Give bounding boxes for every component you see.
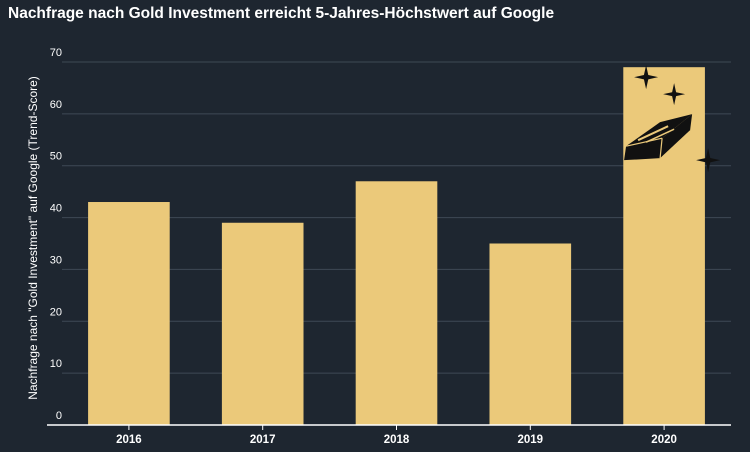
y-tick-label: 60 — [50, 99, 62, 111]
y-tick-label: 70 — [50, 47, 62, 59]
ingot-edge — [659, 138, 663, 159]
ingot-front — [624, 138, 663, 161]
y-tick-label: 20 — [50, 306, 62, 318]
x-tick-label: 2017 — [250, 434, 276, 446]
sparkle-icon — [696, 148, 721, 173]
y-axis-label: Nachfrage nach "Gold Investment" auf Goo… — [26, 76, 40, 400]
x-tick-label: 2016 — [116, 434, 142, 446]
x-tick-label: 2020 — [651, 434, 677, 446]
ingot-shine — [645, 128, 675, 143]
x-tick-label: 2019 — [518, 434, 544, 446]
y-tick-label: 40 — [50, 203, 62, 215]
bars — [88, 67, 705, 425]
y-tick-label: 30 — [50, 254, 62, 266]
bar — [489, 243, 572, 425]
bar — [355, 181, 438, 425]
chart-title: Nachfrage nach Gold Investment erreicht … — [8, 5, 555, 22]
x-tick-label: 2018 — [384, 434, 410, 446]
gold-bar-sparkle-icon — [624, 65, 721, 173]
ingot-shine — [637, 125, 669, 142]
bar — [88, 202, 170, 425]
bar — [623, 67, 705, 425]
ingot-side — [660, 114, 693, 159]
axes — [47, 424, 731, 430]
tick-labels: 0 10 20 30 40 50 60 70 2016 2017 2018 2019 2020 — [50, 47, 677, 446]
y-tick-label: 0 — [56, 410, 62, 422]
sparkle-icon — [663, 83, 686, 106]
y-tick-label: 10 — [50, 358, 62, 370]
bar — [221, 222, 304, 425]
ingot-edge — [625, 137, 663, 147]
y-tick-label: 50 — [50, 151, 62, 163]
sparkle-icon — [634, 65, 659, 90]
